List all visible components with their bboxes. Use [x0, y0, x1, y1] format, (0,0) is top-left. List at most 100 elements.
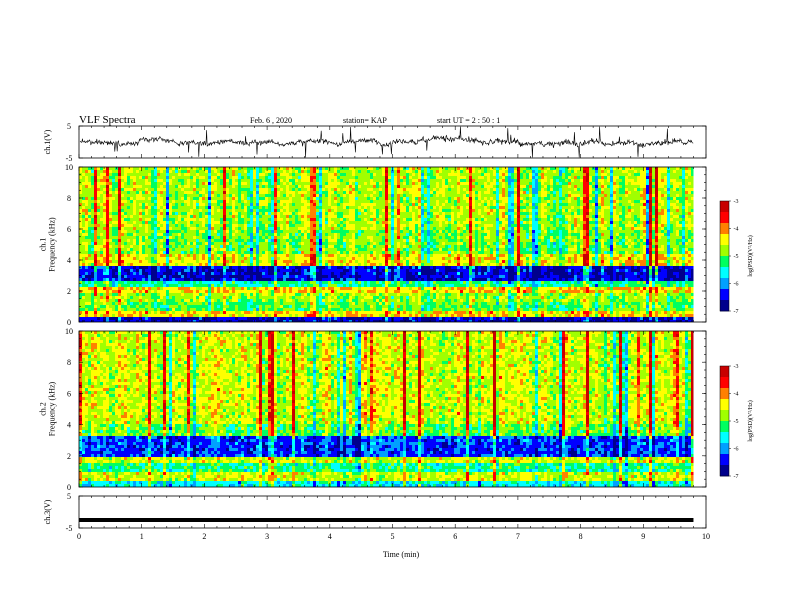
- spectrogram-cell: [184, 188, 187, 191]
- spectrogram-cell: [238, 314, 241, 317]
- spectrogram-cell: [310, 185, 313, 188]
- spectrogram-cell: [313, 248, 316, 251]
- spectrogram-cell: [193, 269, 196, 272]
- spectrogram-cell: [223, 230, 226, 233]
- spectrogram-cell: [265, 227, 268, 230]
- spectrogram-cell: [199, 236, 202, 239]
- spectrogram-cell: [142, 239, 145, 242]
- spectrogram-cell: [97, 227, 100, 230]
- spectrogram-cell: [103, 167, 106, 170]
- spectrogram-cell: [355, 218, 358, 221]
- spectrogram-cell: [115, 212, 118, 215]
- spectrogram-cell: [217, 233, 220, 236]
- spectrogram-cell: [265, 197, 268, 200]
- spectrogram-cell: [250, 203, 253, 206]
- spectrogram-cell: [289, 167, 292, 170]
- spectrogram-cell: [187, 293, 190, 296]
- spectrogram-cell: [103, 272, 106, 275]
- spectrogram-cell: [196, 245, 199, 248]
- spectrogram-cell: [289, 203, 292, 206]
- spectrogram-cell: [118, 194, 121, 197]
- spectrogram-cell: [91, 218, 94, 221]
- spectrogram-cell: [175, 245, 178, 248]
- spectrogram-cell: [247, 284, 250, 287]
- spectrogram-cell: [157, 263, 160, 266]
- spectrogram-cell: [154, 266, 157, 269]
- spectrogram-cell: [208, 215, 211, 218]
- spectrogram-cell: [262, 182, 265, 185]
- spectrogram-cell: [358, 218, 361, 221]
- spectrogram-cell: [250, 167, 253, 170]
- spectrogram-cell: [316, 305, 319, 308]
- spectrogram-cell: [205, 278, 208, 281]
- spectrogram-cell: [88, 299, 91, 302]
- spectrogram-cell: [136, 287, 139, 290]
- spectrogram-cell: [142, 302, 145, 305]
- spectrogram-cell: [331, 191, 334, 194]
- spectrogram-cell: [142, 197, 145, 200]
- spectrogram-cell: [355, 170, 358, 173]
- spectrogram-cell: [91, 272, 94, 275]
- spectrogram-cell: [220, 284, 223, 287]
- spectrogram-cell: [304, 209, 307, 212]
- spectrogram-cell: [169, 239, 172, 242]
- spectrogram-cell: [79, 248, 82, 251]
- spectrogram-cell: [358, 215, 361, 218]
- spectrogram-cell: [199, 209, 202, 212]
- spectrogram-cell: [283, 290, 286, 293]
- spectrogram-cell: [214, 311, 217, 314]
- spectrogram-cell: [79, 254, 82, 257]
- spectrogram-cell: [166, 203, 169, 206]
- spectrogram-cell: [109, 260, 112, 263]
- spectrogram-cell: [256, 296, 259, 299]
- spectrogram-cell: [268, 281, 271, 284]
- spectrogram-cell: [148, 170, 151, 173]
- spectrogram-cell: [94, 248, 97, 251]
- spectrogram-cell: [229, 209, 232, 212]
- spectrogram-cell: [289, 308, 292, 311]
- spectrogram-cell: [118, 269, 121, 272]
- spectrogram-cell: [157, 242, 160, 245]
- spectrogram-cell: [238, 176, 241, 179]
- spectrogram-cell: [136, 305, 139, 308]
- spectrogram-cell: [136, 311, 139, 314]
- spectrogram-cell: [349, 173, 352, 176]
- spectrogram-cell: [328, 242, 331, 245]
- spectrogram-cell: [256, 215, 259, 218]
- spectrogram-cell: [172, 317, 175, 320]
- spectrogram-cell: [337, 194, 340, 197]
- spectrogram-cell: [160, 308, 163, 311]
- spectrogram-cell: [142, 272, 145, 275]
- spectrogram-cell: [100, 170, 103, 173]
- spectrogram-cell: [337, 299, 340, 302]
- spectrogram-cell: [256, 299, 259, 302]
- spectrogram-cell: [343, 281, 346, 284]
- spectrogram-cell: [142, 254, 145, 257]
- spectrogram-cell: [268, 248, 271, 251]
- spectrogram-cell: [88, 260, 91, 263]
- spectrogram-cell: [277, 314, 280, 317]
- spectrogram-cell: [343, 242, 346, 245]
- spectrogram-cell: [85, 239, 88, 242]
- spectrogram-cell: [310, 269, 313, 272]
- spectrogram-cell: [181, 266, 184, 269]
- spectrogram-cell: [127, 287, 130, 290]
- spectrogram-cell: [109, 176, 112, 179]
- spectrogram-cell: [217, 245, 220, 248]
- spectrogram-cell: [79, 290, 82, 293]
- spectrogram-cell: [103, 191, 106, 194]
- spectrogram-cell: [325, 191, 328, 194]
- spectrogram-cell: [109, 167, 112, 170]
- spectrogram-cell: [331, 221, 334, 224]
- spectrogram-cell: [262, 209, 265, 212]
- spectrogram-cell: [346, 173, 349, 176]
- spectrogram-cell: [208, 293, 211, 296]
- spectrogram-cell: [295, 296, 298, 299]
- spectrogram-cell: [271, 215, 274, 218]
- spectrogram-cell: [187, 179, 190, 182]
- spectrogram-cell: [340, 305, 343, 308]
- spectrogram-cell: [211, 302, 214, 305]
- spectrogram-cell: [274, 266, 277, 269]
- spectrogram-cell: [163, 296, 166, 299]
- spectrogram-cell: [124, 221, 127, 224]
